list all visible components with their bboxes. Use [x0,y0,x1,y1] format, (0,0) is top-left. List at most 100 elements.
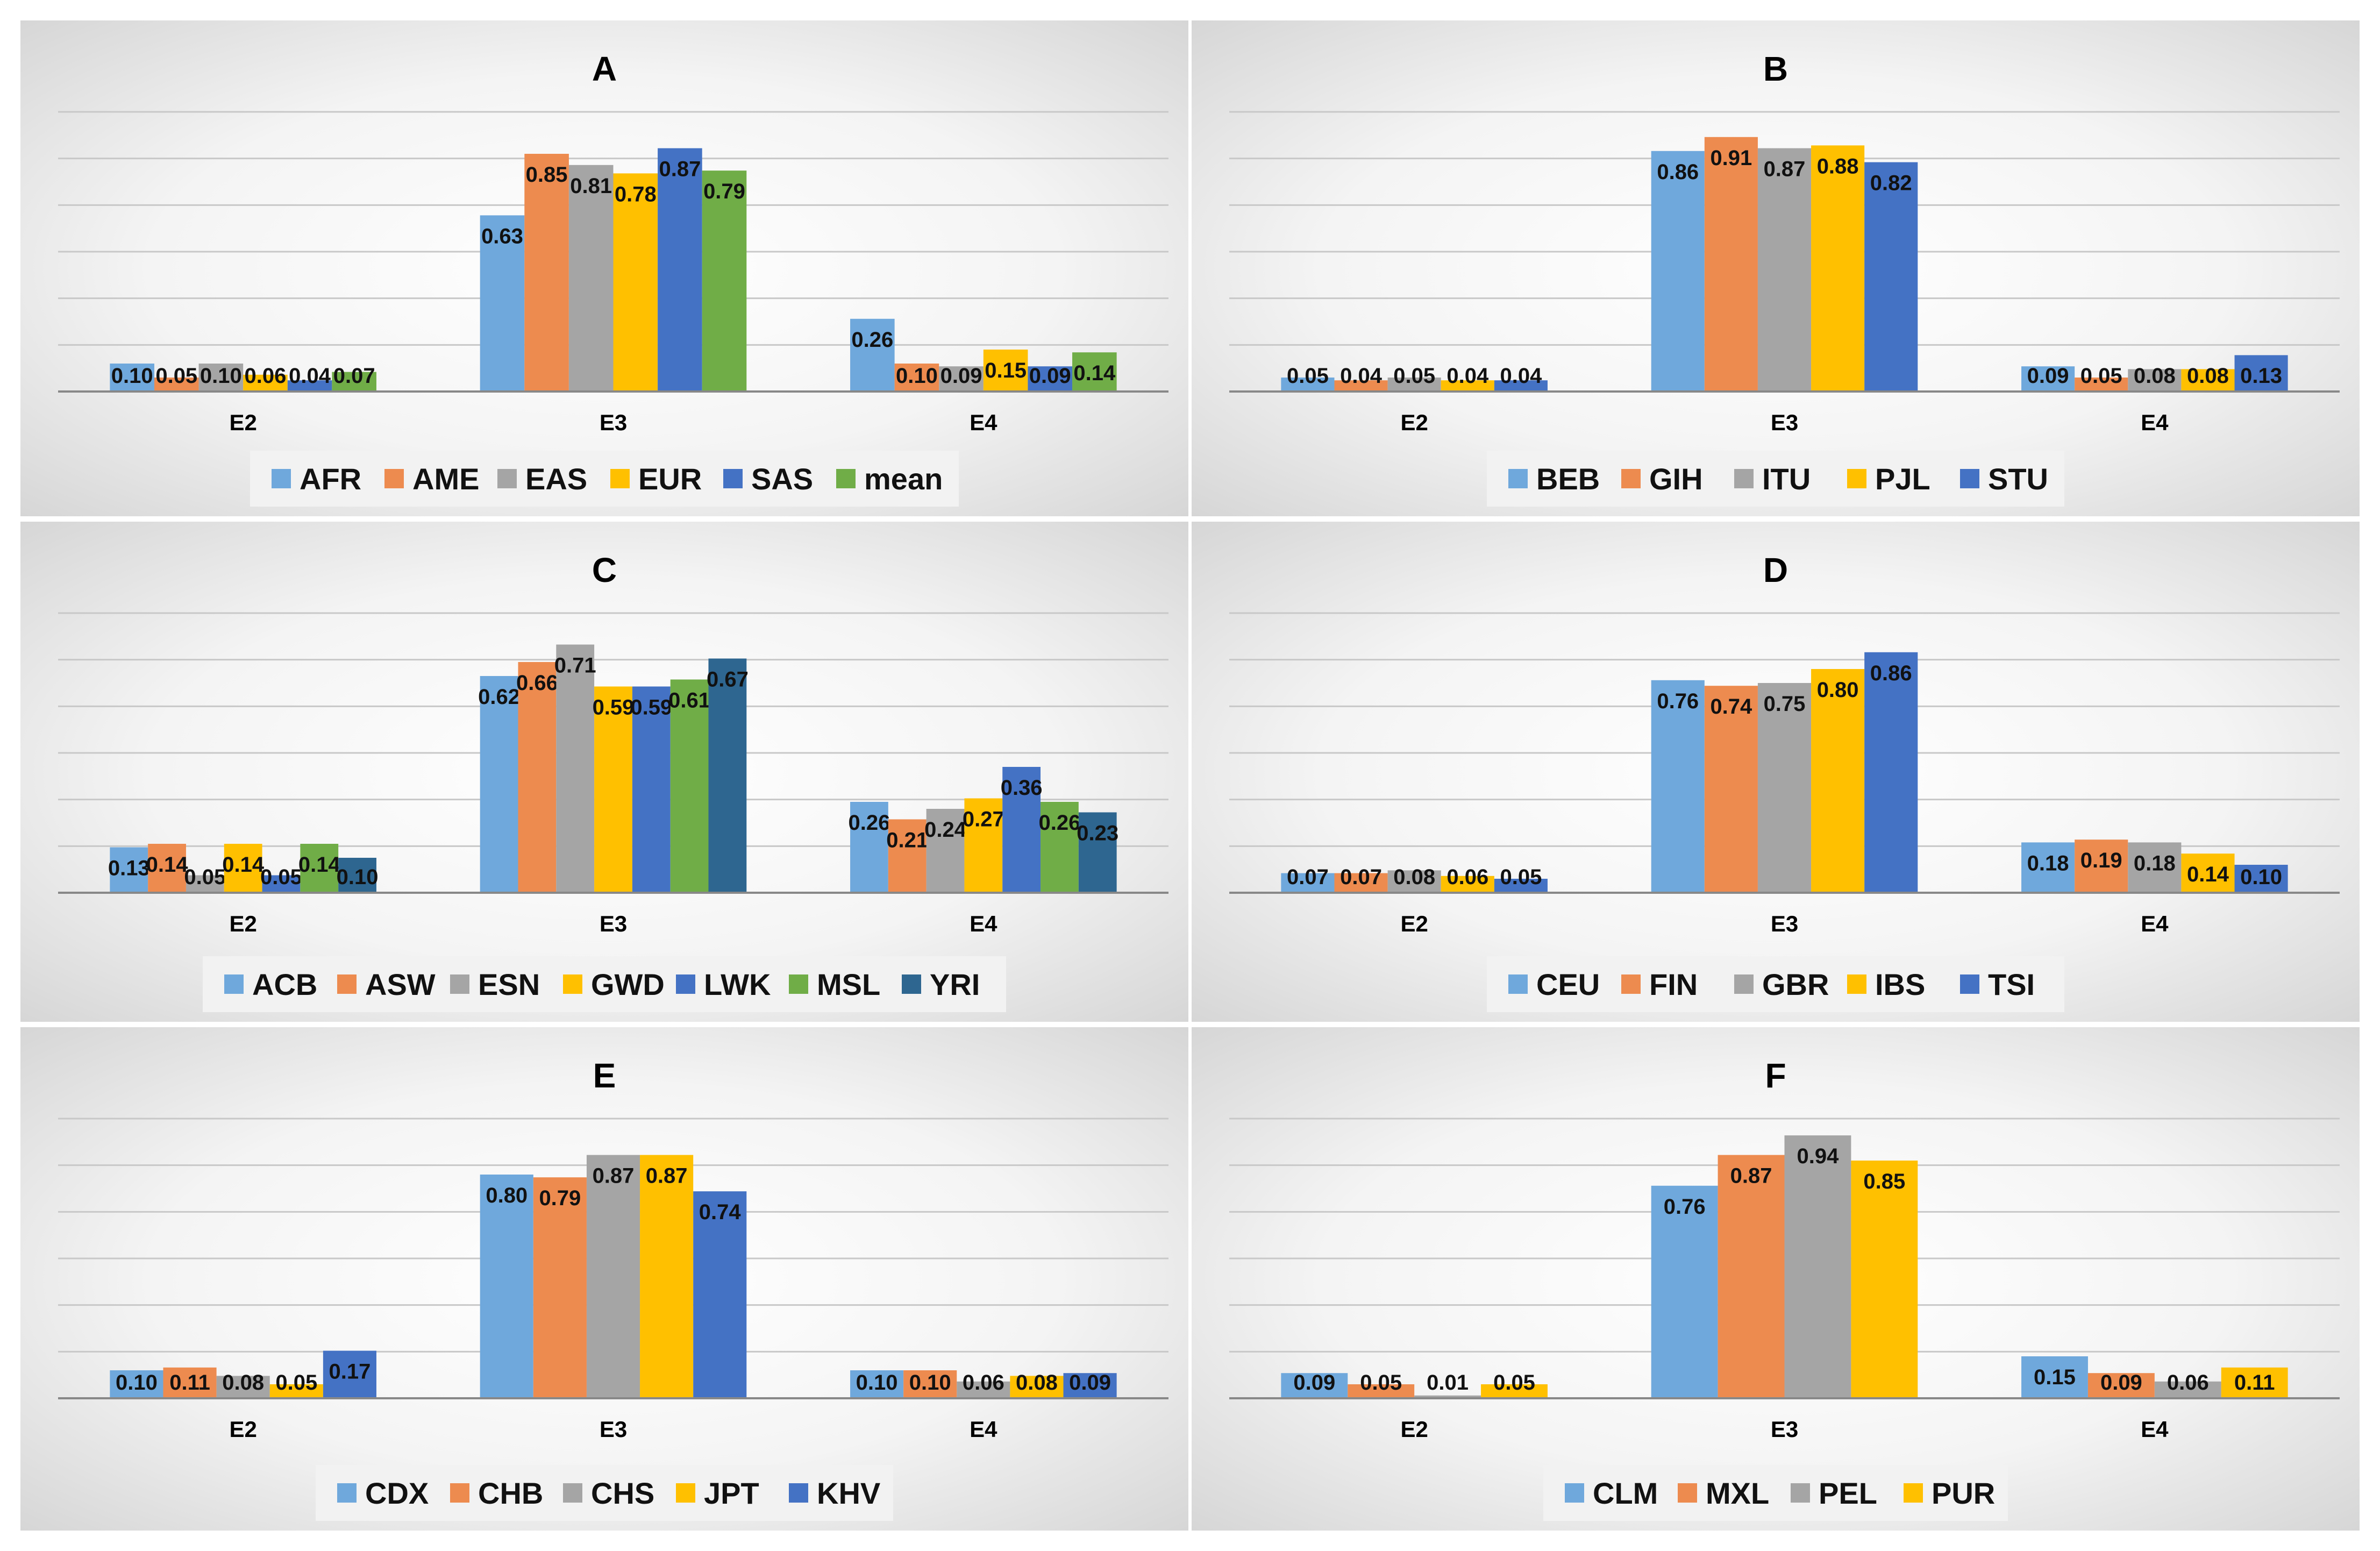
data-label: 0.08 [222,1371,264,1395]
bar-esn-e2 [186,875,224,893]
data-label: 0.08 [1393,865,1435,889]
legend-label-lwk: LWK [704,967,771,1001]
legend: AFR AME EAS EUR SAS mean [250,451,959,507]
bar-stu-e3 [1864,162,1918,392]
data-label: 0.76 [1657,689,1699,713]
bar-pjl-e3 [1811,145,1865,392]
bar-lwk-e4 [1002,767,1041,893]
bar-mxl-e3 [1718,1155,1785,1398]
legend-swatch-khv [789,1483,808,1503]
legend-label-pjl: PJL [1875,462,1930,496]
legend-label-gbr: GBR [1762,967,1829,1001]
data-label: 0.59 [630,696,672,720]
bar-khv-e3 [693,1191,747,1398]
data-label: 0.80 [1817,678,1859,702]
bar-ibs-e4 [2181,853,2235,893]
data-label: 0.26 [849,811,890,835]
data-label: 0.10 [200,364,242,388]
data-label: 0.01 [1427,1371,1469,1395]
bar-yri-e4 [1078,812,1117,893]
bar-sas-e4 [1028,366,1073,392]
legend-label-pur: PUR [1932,1476,1995,1510]
bar-eas-e4 [939,366,984,392]
category-label: E2 [229,410,256,435]
legend-swatch-ame [384,469,404,488]
bar-acb-e3 [480,676,518,893]
category-label: E4 [970,911,997,936]
bar-clm-e2 [1281,1373,1348,1398]
chart-title: A [592,49,617,88]
bar-yri-e3 [708,658,747,893]
legend-label-yri: YRI [930,967,980,1001]
chart-panel-d: D 0.07 0.07 0.08 0.06 0.05 E2 0.76 0.74 0.75 0.80 0… [1192,522,2360,1022]
bar-pur-e3 [1851,1161,1918,1398]
data-label: 0.23 [1077,822,1118,845]
data-label: 0.27 [963,808,1004,831]
data-label: 0.59 [593,696,635,720]
data-label: 0.11 [2234,1371,2275,1395]
bar-gwd-e4 [964,798,1003,893]
data-label: 0.05 [1393,364,1435,388]
bar-fin-e2 [1334,873,1388,893]
legend-swatch-fin [1621,974,1641,994]
data-label: 0.14 [2187,863,2229,886]
data-label: 0.86 [1870,661,1912,685]
legend-swatch-itu [1734,469,1754,488]
legend-swatch-chs [563,1483,582,1503]
chart-svg-f: F 0.09 0.05 0.01 0.05 E2 0.76 0.87 0.94 0.85 E3 0.1… [1229,1056,2340,1521]
data-label: 0.07 [1340,865,1382,889]
data-label: 0.71 [554,654,596,678]
bar-cdx-e3 [480,1175,533,1398]
bar-pjl-e4 [2181,369,2235,392]
chart-panel-e: E 0.10 0.11 0.08 0.05 0.17 E2 0.80 0.79 0.87 0.87 0… [20,1027,1188,1531]
legend-swatch-beb [1508,469,1528,488]
data-label: 0.14 [1073,361,1116,385]
bar-mxl-e2 [1348,1384,1415,1398]
data-label: 0.13 [2240,364,2282,388]
legend-label-eur: EUR [638,462,702,496]
bar-esn-e4 [926,809,965,893]
data-label: 0.05 [184,865,226,889]
bar-yri-e2 [338,858,376,893]
legend-swatch-pur [1904,1483,1923,1503]
data-label: 0.74 [1710,695,1752,718]
legend-label-sas: SAS [751,462,813,496]
bar-msl-e4 [1041,802,1079,893]
legend-label-mxl: MXL [1706,1476,1769,1510]
data-label: 0.78 [615,182,657,206]
bar-ceu-e4 [2021,842,2075,893]
bar-msl-e2 [300,844,339,893]
bar-asw-e4 [888,819,927,893]
legend-label-esn: ESN [478,967,540,1001]
bar-chs-e2 [216,1376,270,1398]
legend-swatch-esn [450,974,469,994]
data-label: 0.91 [1710,146,1752,170]
legend-label-msl: MSL [817,967,880,1001]
data-label: 0.06 [1446,865,1488,889]
bar-mean-e2 [332,372,376,392]
legend-swatch-eur [610,469,630,488]
legend-label-chb: CHB [478,1476,543,1510]
chart-svg-d: D 0.07 0.07 0.08 0.06 0.05 E2 0.76 0.74 0.75 0.80 0… [1229,551,2340,1012]
bar-itu-e4 [2128,369,2182,392]
data-label: 0.79 [539,1186,581,1210]
legend-swatch-ceu [1508,974,1528,994]
category-label: E3 [600,410,627,435]
bar-beb-e3 [1651,151,1705,392]
bar-pel-e2 [1414,1395,1481,1398]
legend-swatch-clm [1565,1483,1584,1503]
data-label: 0.04 [1340,364,1383,388]
bar-pur-e4 [2221,1367,2288,1398]
bar-mxl-e4 [2087,1373,2155,1398]
legend-label-gwd: GWD [591,967,665,1001]
data-label: 0.15 [2034,1365,2076,1389]
bar-tsi-e4 [2234,865,2288,893]
bar-chb-e2 [163,1367,217,1398]
data-label: 0.79 [703,180,745,203]
legend-swatch-gih [1621,469,1641,488]
data-label: 0.15 [985,359,1027,382]
legend-label-ceu: CEU [1536,967,1600,1001]
data-label: 0.87 [646,1164,688,1188]
bar-tsi-e2 [1494,879,1548,893]
legend-swatch-eas [497,469,517,488]
